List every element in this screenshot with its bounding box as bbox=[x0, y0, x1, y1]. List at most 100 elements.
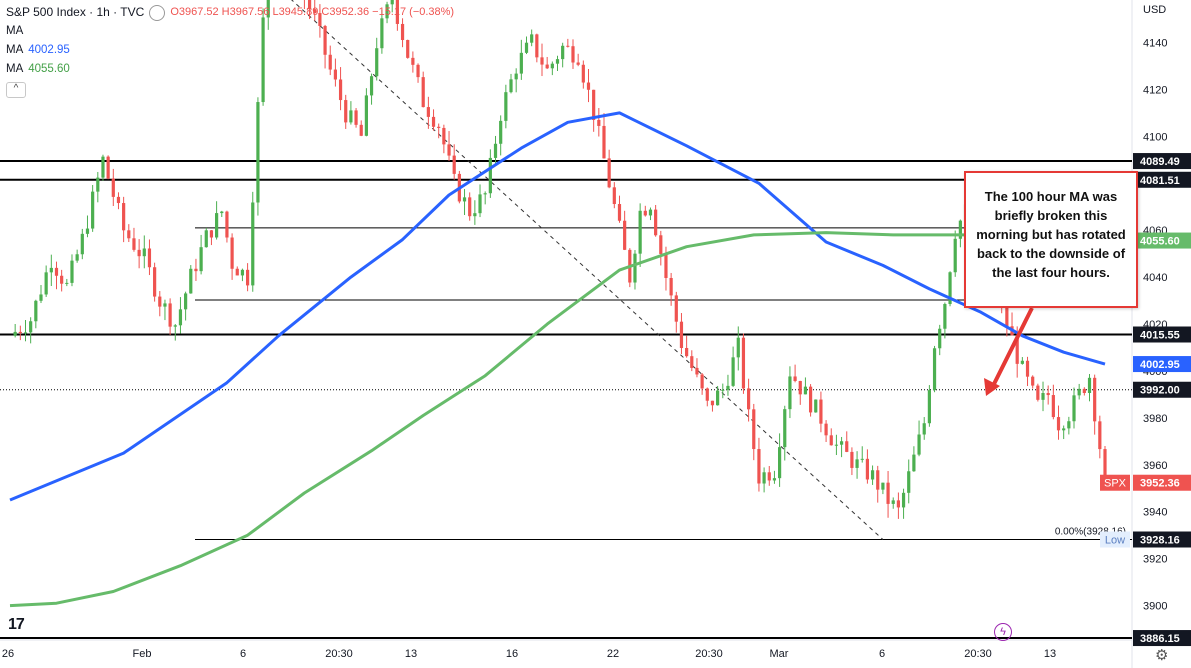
candle-body bbox=[808, 386, 813, 413]
candle-body bbox=[354, 110, 358, 125]
candle-body bbox=[1098, 421, 1102, 450]
candle-body bbox=[938, 328, 942, 349]
candle-body bbox=[1067, 421, 1071, 429]
candle-body bbox=[328, 54, 332, 70]
candle-body bbox=[617, 204, 622, 221]
candle-body bbox=[896, 500, 900, 508]
ma-label[interactable]: MA bbox=[6, 25, 24, 37]
candle-body bbox=[18, 331, 22, 333]
candle-body bbox=[215, 213, 219, 238]
candle-body bbox=[907, 471, 911, 493]
candle-body bbox=[530, 34, 534, 43]
last-price-symbol: SPX bbox=[1104, 478, 1127, 490]
candle-body bbox=[85, 228, 90, 234]
candle-body bbox=[700, 374, 704, 389]
x-tick-label: 22 bbox=[607, 648, 619, 660]
candle-body bbox=[1093, 377, 1097, 422]
candle-body bbox=[514, 73, 518, 80]
candle-body bbox=[406, 40, 410, 58]
eye-icon[interactable] bbox=[149, 4, 166, 21]
candle-body bbox=[519, 52, 523, 74]
candle-body bbox=[695, 367, 699, 375]
candle-body bbox=[679, 321, 684, 348]
chart-legend: S&P 500 Index · 1h · TVC O3967.52 H3967.… bbox=[6, 3, 454, 98]
candle-body bbox=[116, 196, 121, 204]
candle-body bbox=[359, 124, 363, 136]
x-tick-label: Mar bbox=[770, 648, 789, 660]
candle-body bbox=[173, 325, 177, 327]
candle-body bbox=[1103, 449, 1107, 476]
candle-body bbox=[1015, 335, 1019, 364]
candle-body bbox=[1072, 395, 1076, 422]
settings-gear-icon[interactable]: ⚙ bbox=[1155, 647, 1169, 664]
ma100-label[interactable]: MA bbox=[6, 44, 24, 56]
candle-body bbox=[204, 230, 208, 248]
candle-body bbox=[1036, 385, 1040, 400]
candle-body bbox=[870, 470, 875, 480]
candle-body bbox=[142, 248, 146, 257]
candle-body bbox=[184, 293, 188, 310]
annotation-callout[interactable]: The 100 hour MA was briefly broken this … bbox=[964, 171, 1138, 308]
price-level-tag bbox=[1133, 531, 1191, 548]
x-tick-label: 16 bbox=[506, 648, 518, 660]
symbol-title[interactable]: S&P 500 Index · 1h · TVC bbox=[6, 5, 145, 19]
candle-body bbox=[834, 444, 839, 446]
candle-body bbox=[333, 69, 338, 80]
candle-body bbox=[426, 107, 430, 117]
x-tick-label: 26 bbox=[2, 648, 14, 660]
candle-body bbox=[23, 332, 28, 334]
candle-body bbox=[395, 0, 399, 24]
candle-body bbox=[1087, 377, 1092, 393]
price-level-tag bbox=[1133, 381, 1191, 398]
candle-body bbox=[261, 17, 265, 103]
candle-body bbox=[266, 0, 270, 18]
lightning-icon[interactable]: ϟ bbox=[994, 623, 1012, 641]
y-tick-label: 3920 bbox=[1143, 554, 1167, 566]
candle-body bbox=[488, 157, 492, 194]
candle-body bbox=[819, 399, 823, 424]
candle-body bbox=[307, 0, 312, 10]
candle-body bbox=[638, 210, 642, 254]
candle-body bbox=[948, 272, 952, 304]
candle-body bbox=[318, 13, 322, 26]
collapse-legend-button[interactable]: ^ bbox=[6, 81, 26, 98]
candle-body bbox=[850, 451, 854, 468]
candle-body bbox=[839, 441, 844, 445]
x-tick-label: 20:30 bbox=[325, 648, 353, 660]
y-tick-label: 3960 bbox=[1143, 460, 1167, 472]
candle-body bbox=[158, 296, 162, 307]
candle-body bbox=[901, 492, 906, 508]
candle-body bbox=[1062, 428, 1066, 431]
price-level-tag bbox=[1133, 153, 1191, 170]
x-tick-label: 20:30 bbox=[695, 648, 723, 660]
candle-body bbox=[845, 441, 849, 452]
ma200-label[interactable]: MA bbox=[6, 63, 24, 75]
candle-body bbox=[199, 247, 203, 272]
candle-body bbox=[741, 337, 746, 389]
tradingview-logo[interactable]: 17 bbox=[8, 616, 25, 633]
candle-body bbox=[1051, 395, 1055, 418]
ma-price-tag-label: 4055.60 bbox=[1140, 236, 1180, 248]
candle-body bbox=[34, 300, 38, 322]
candle-body bbox=[385, 4, 389, 19]
price-level-tag-label: 3992.00 bbox=[1140, 385, 1180, 397]
price-level-tag bbox=[1133, 326, 1191, 343]
candle-body bbox=[313, 9, 317, 14]
candle-body bbox=[932, 348, 937, 391]
level-annotation-label: Low bbox=[1105, 535, 1125, 547]
last-price-tag-label: 3952.36 bbox=[1140, 478, 1180, 490]
candle-body bbox=[793, 376, 797, 381]
candle-body bbox=[803, 386, 808, 395]
annotation-arrowhead bbox=[984, 378, 1000, 396]
candle-body bbox=[1041, 393, 1045, 400]
candle-body bbox=[499, 120, 503, 144]
candle-body bbox=[592, 89, 596, 120]
candle-body bbox=[586, 82, 591, 90]
candle-body bbox=[106, 156, 110, 179]
candle-body bbox=[814, 399, 818, 413]
candle-body bbox=[442, 127, 446, 145]
x-tick-label: 20:30 bbox=[964, 648, 992, 660]
last-price-symbol-box bbox=[1100, 474, 1130, 491]
candle-body bbox=[555, 59, 560, 64]
